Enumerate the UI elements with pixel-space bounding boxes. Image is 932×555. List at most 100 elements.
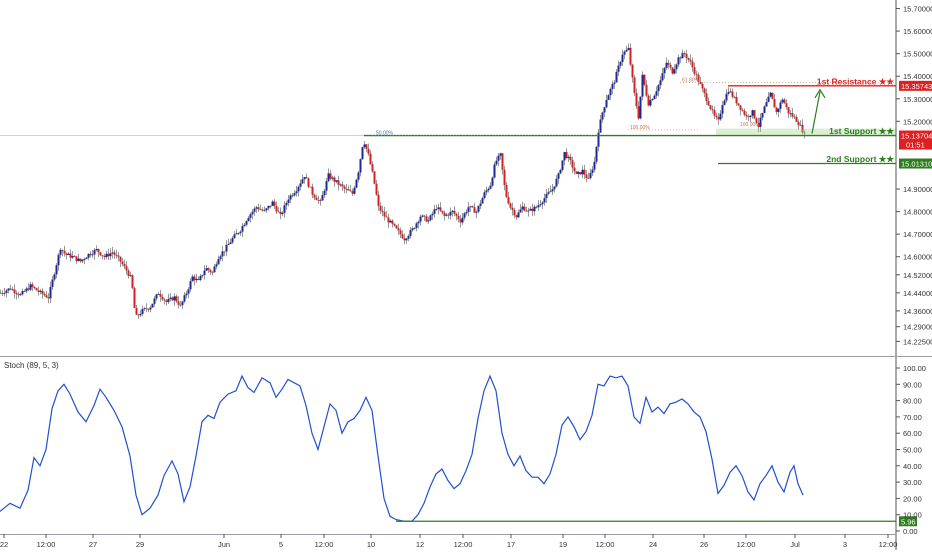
candle-body	[101, 255, 104, 257]
time-tick-label: 3	[843, 540, 847, 549]
candle-body	[499, 153, 502, 156]
candle-body	[419, 216, 422, 222]
candle-body	[735, 96, 738, 104]
candle-body	[99, 252, 102, 256]
candle-body	[359, 159, 362, 173]
candle-body	[557, 173, 560, 179]
support2-price-badge	[899, 158, 932, 169]
candle-body	[211, 272, 214, 273]
stoch-tick-label: 0.00	[903, 527, 918, 536]
candle-body	[559, 169, 562, 174]
candle-body	[117, 255, 120, 257]
candle-body	[681, 53, 684, 59]
candle-body	[615, 71, 618, 83]
candle-body	[365, 144, 368, 149]
candle-body	[197, 278, 200, 280]
price-axis-ticks: 15.70000 15.60000 15.50000 15.40000 15.30000…	[896, 5, 932, 346]
candle-body	[701, 83, 704, 89]
candle-body	[185, 293, 188, 296]
candle-body	[641, 74, 644, 97]
candle-body	[401, 234, 404, 239]
first-support-label: 1st Support ★★	[829, 126, 895, 136]
candle-body	[263, 210, 266, 212]
candle-body	[311, 186, 314, 195]
candle-body	[373, 171, 376, 184]
candle-body	[57, 254, 60, 266]
candle-body	[581, 169, 584, 175]
candle-body	[433, 209, 436, 214]
candle-body	[649, 100, 652, 106]
candle-body	[487, 188, 490, 191]
candle-body	[711, 109, 714, 111]
time-tick-label: 10	[367, 540, 375, 549]
projection-arrow-line	[811, 91, 821, 134]
candle-body	[141, 309, 144, 315]
price-tick-label: 14.44000	[903, 289, 932, 298]
candle-body	[181, 301, 184, 306]
candle-body	[455, 213, 458, 216]
candle-body	[37, 290, 40, 292]
candle-body	[87, 253, 90, 258]
candle-body	[235, 233, 238, 235]
candle-body	[0, 292, 2, 294]
price-tick-label: 15.70000	[903, 5, 932, 14]
candle-body	[205, 268, 208, 271]
candle-body	[31, 284, 34, 287]
stoch-tick-label: 90.00	[903, 380, 922, 389]
candle-body	[561, 160, 564, 170]
candle-body	[631, 64, 634, 78]
candle-body	[491, 177, 494, 186]
candle-body	[67, 253, 70, 255]
stoch-tick-label: 70.00	[903, 413, 922, 422]
candle-body	[709, 105, 712, 110]
candle-body	[23, 291, 26, 292]
candle-body	[41, 290, 44, 294]
candle-body	[783, 99, 786, 104]
candle-body	[737, 103, 740, 106]
candle-body	[601, 112, 604, 120]
candle-body	[425, 216, 428, 222]
candle-body	[565, 152, 568, 158]
candle-body	[15, 293, 18, 295]
price-tick-label: 14.22500	[903, 337, 932, 346]
candle-body	[299, 183, 302, 187]
candle-body	[505, 185, 508, 197]
time-tick-label: 12:00	[315, 540, 334, 549]
candle-body	[25, 288, 28, 292]
candle-body	[167, 298, 170, 302]
candle-body	[337, 180, 340, 185]
candle-body	[281, 212, 284, 215]
candle-body	[193, 276, 196, 281]
candle-body	[573, 167, 576, 172]
candle-body	[423, 215, 426, 217]
candle-body	[753, 110, 756, 119]
candle-body	[345, 188, 348, 190]
candle-body	[293, 193, 296, 196]
resistance-price-text: 15.35743	[901, 82, 932, 91]
candle-body	[773, 99, 776, 108]
candle-body	[377, 194, 380, 206]
candle-body	[273, 201, 276, 206]
candle-body	[339, 184, 342, 186]
candle-body	[121, 261, 124, 265]
candle-body	[793, 116, 796, 118]
second-support-label: 2nd Support ★★	[826, 154, 895, 164]
candle-body	[9, 288, 12, 290]
candle-body	[461, 217, 464, 223]
candle-body	[789, 113, 792, 115]
candle-body	[261, 209, 264, 211]
candle-body	[63, 250, 66, 254]
candle-body	[695, 73, 698, 75]
candle-body	[661, 73, 664, 81]
candle-body	[191, 276, 194, 282]
candle-body	[147, 309, 150, 310]
candle-body	[703, 88, 706, 94]
price-tick-label: 15.30000	[903, 95, 932, 104]
candle-body	[45, 295, 48, 298]
candle-body	[745, 114, 748, 117]
candle-body	[221, 251, 224, 257]
candle-body	[713, 110, 716, 116]
candle-body	[741, 109, 744, 111]
time-tick-label: 17	[507, 540, 515, 549]
time-tick-label: 12	[416, 540, 424, 549]
